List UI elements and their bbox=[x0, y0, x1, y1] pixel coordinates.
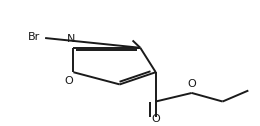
Text: N: N bbox=[67, 34, 75, 44]
Text: Br: Br bbox=[27, 32, 40, 42]
Text: O: O bbox=[151, 114, 160, 124]
Text: O: O bbox=[187, 79, 196, 89]
Text: O: O bbox=[64, 76, 73, 86]
